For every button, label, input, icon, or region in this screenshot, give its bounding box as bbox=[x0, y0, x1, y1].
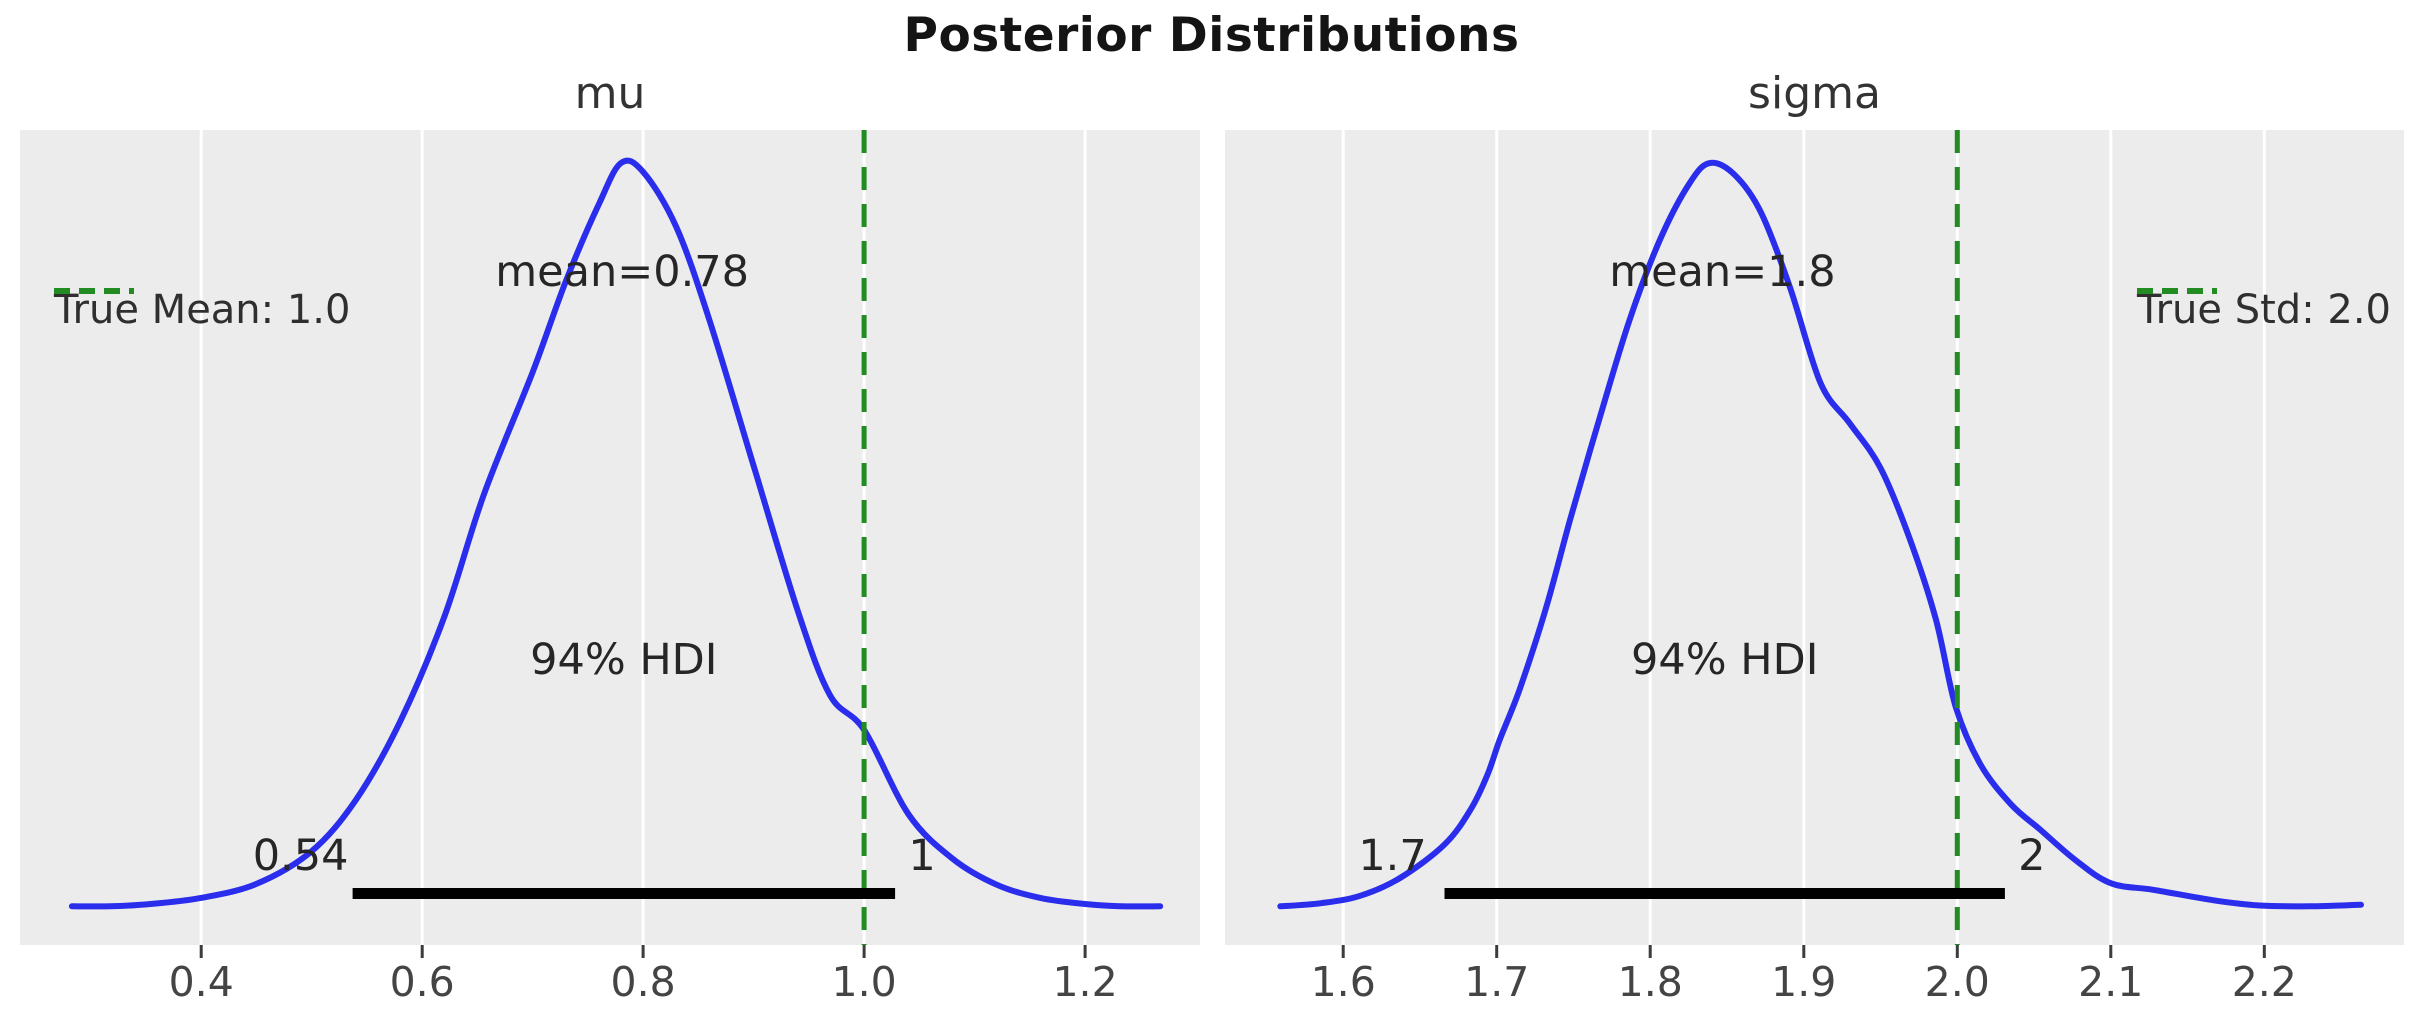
x-tick-label: 2.2 bbox=[2231, 958, 2297, 1006]
panel-title-sigma: sigma bbox=[1748, 68, 1881, 119]
x-tick-label: 0.8 bbox=[610, 958, 676, 1006]
x-tick-label: 2.0 bbox=[1924, 958, 1990, 1006]
x-tick-label: 0.4 bbox=[168, 958, 234, 1006]
hdi-high-label: 1 bbox=[908, 831, 936, 881]
x-tick-label: 1.7 bbox=[1464, 958, 1530, 1006]
kde-curve bbox=[68, 157, 1164, 910]
kde-curve bbox=[1277, 159, 2364, 910]
x-tick-label: 0.6 bbox=[389, 958, 455, 1006]
mean-label: mean=1.8 bbox=[1609, 247, 1836, 297]
hdi-low-label: 0.54 bbox=[252, 831, 349, 881]
x-tick-label: 1.9 bbox=[1771, 958, 1837, 1006]
hdi-high-label: 2 bbox=[2018, 831, 2046, 881]
x-tick-label: 1.0 bbox=[831, 958, 897, 1006]
x-tick-label: 1.2 bbox=[1052, 958, 1118, 1006]
x-tick-label: 1.6 bbox=[1310, 958, 1376, 1006]
x-tick-label: 1.8 bbox=[1617, 958, 1683, 1006]
plot-area-sigma: True Std: 2.0 mean=1.8 94% HDI 1.7 2 1.6… bbox=[1225, 130, 2404, 1006]
figure-title: Posterior Distributions bbox=[903, 8, 1520, 63]
legend-dash-icon bbox=[2137, 288, 2218, 294]
legend-label: True Mean: 1.0 bbox=[54, 287, 351, 333]
hdi-band-label: 94% HDI bbox=[1631, 635, 1819, 685]
legend-label: True Std: 2.0 bbox=[2137, 287, 2391, 333]
kde-plot-sigma bbox=[1277, 130, 2364, 958]
mean-label: mean=0.78 bbox=[495, 247, 749, 297]
panel-title-mu: mu bbox=[574, 68, 646, 119]
hdi-low-label: 1.7 bbox=[1358, 831, 1427, 881]
plot-area-mu: True Mean: 1.0 mean=0.78 94% HDI 0.54 1 … bbox=[20, 130, 1200, 1006]
x-tick-label: 2.1 bbox=[2078, 958, 2144, 1006]
legend: True Std: 2.0 bbox=[2137, 286, 2391, 334]
kde-plot-mu bbox=[68, 130, 1164, 958]
legend-dash-icon bbox=[54, 288, 134, 294]
legend: True Mean: 1.0 bbox=[54, 286, 350, 334]
hdi-band-label: 94% HDI bbox=[530, 635, 718, 685]
